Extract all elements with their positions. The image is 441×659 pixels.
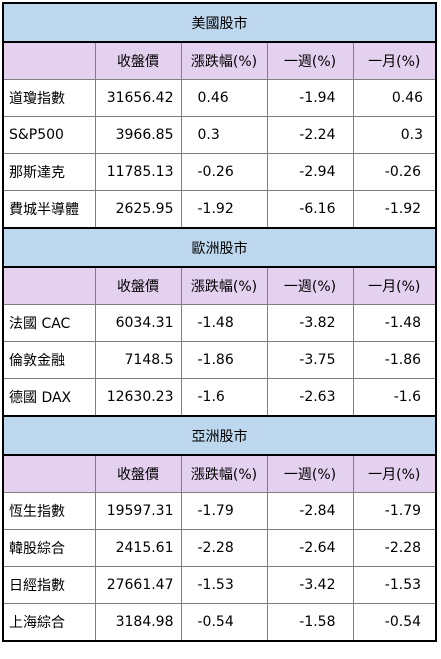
index-name: 那斯達克 xyxy=(2,153,96,191)
header-month: 一月(%) xyxy=(352,266,437,305)
header-week: 一週(%) xyxy=(266,41,354,80)
change-value: 0.46 xyxy=(180,79,268,117)
change-value: -1.86 xyxy=(180,341,268,379)
header-close: 收盤價 xyxy=(94,454,182,493)
header-change: 漲跌幅(%) xyxy=(180,454,268,493)
change-value: -0.54 xyxy=(180,603,268,642)
table-row: 上海綜合 3184.98 -0.54 -1.58 -0.54 xyxy=(2,603,437,642)
month-value: -1.48 xyxy=(352,304,437,342)
change-value: -1.6 xyxy=(180,378,268,417)
close-value: 3966.85 xyxy=(94,116,182,154)
close-value: 2415.61 xyxy=(94,529,182,567)
column-header-row: 收盤價 漲跌幅(%) 一週(%) 一月(%) xyxy=(2,266,437,305)
week-value: -2.24 xyxy=(266,116,354,154)
section-header-europe: 歐洲股市 xyxy=(1,227,438,268)
close-value: 12630.23 xyxy=(94,378,182,417)
market-table: 美國股市 收盤價 漲跌幅(%) 一週(%) 一月(%) 道瓊指數 31656.4… xyxy=(1,2,438,642)
index-name: 費城半導體 xyxy=(2,190,96,229)
close-value: 3184.98 xyxy=(94,603,182,642)
table-row: 恆生指數 19597.31 -1.79 -2.84 -1.79 xyxy=(2,492,437,530)
table-row: 日經指數 27661.47 -1.53 -3.42 -1.53 xyxy=(2,566,437,604)
month-value: 0.3 xyxy=(352,116,437,154)
change-value: -2.28 xyxy=(180,529,268,567)
month-value: -1.79 xyxy=(352,492,437,530)
month-value: -1.86 xyxy=(352,341,437,379)
month-value: -1.6 xyxy=(352,378,437,417)
close-value: 6034.31 xyxy=(94,304,182,342)
month-value: -1.92 xyxy=(352,190,437,229)
change-value: -1.53 xyxy=(180,566,268,604)
week-value: -2.94 xyxy=(266,153,354,191)
header-close: 收盤價 xyxy=(94,266,182,305)
index-name: 上海綜合 xyxy=(2,603,96,642)
close-value: 19597.31 xyxy=(94,492,182,530)
section-title: 亞洲股市 xyxy=(1,415,438,456)
change-value: 0.3 xyxy=(180,116,268,154)
index-name: S&P500 xyxy=(2,116,96,154)
header-blank xyxy=(2,454,96,493)
index-name: 韓股綜合 xyxy=(2,529,96,567)
header-week: 一週(%) xyxy=(266,266,354,305)
section-title: 歐洲股市 xyxy=(1,227,438,268)
month-value: -0.54 xyxy=(352,603,437,642)
index-name: 法國 CAC xyxy=(2,304,96,342)
month-value: -0.26 xyxy=(352,153,437,191)
header-week: 一週(%) xyxy=(266,454,354,493)
month-value: -1.53 xyxy=(352,566,437,604)
index-name: 日經指數 xyxy=(2,566,96,604)
table-row: 那斯達克 11785.13 -0.26 -2.94 -0.26 xyxy=(2,153,437,191)
table-row: 法國 CAC 6034.31 -1.48 -3.82 -1.48 xyxy=(2,304,437,342)
section-header-asia: 亞洲股市 xyxy=(1,415,438,456)
column-header-row: 收盤價 漲跌幅(%) 一週(%) 一月(%) xyxy=(2,454,437,493)
change-value: -1.92 xyxy=(180,190,268,229)
index-name: 德國 DAX xyxy=(2,378,96,417)
header-change: 漲跌幅(%) xyxy=(180,266,268,305)
index-name: 恆生指數 xyxy=(2,492,96,530)
month-value: -2.28 xyxy=(352,529,437,567)
table-row: 韓股綜合 2415.61 -2.28 -2.64 -2.28 xyxy=(2,529,437,567)
month-value: 0.46 xyxy=(352,79,437,117)
close-value: 2625.95 xyxy=(94,190,182,229)
week-value: -6.16 xyxy=(266,190,354,229)
change-value: -1.48 xyxy=(180,304,268,342)
table-row: 倫敦金融 7148.5 -1.86 -3.75 -1.86 xyxy=(2,341,437,379)
table-row: 德國 DAX 12630.23 -1.6 -2.63 -1.6 xyxy=(2,378,437,417)
header-month: 一月(%) xyxy=(352,41,437,80)
week-value: -3.82 xyxy=(266,304,354,342)
week-value: -1.58 xyxy=(266,603,354,642)
change-value: -1.79 xyxy=(180,492,268,530)
week-value: -1.94 xyxy=(266,79,354,117)
header-blank xyxy=(2,266,96,305)
market-table-container: 美國股市 收盤價 漲跌幅(%) 一週(%) 一月(%) 道瓊指數 31656.4… xyxy=(1,2,439,642)
header-close: 收盤價 xyxy=(94,41,182,80)
column-header-row: 收盤價 漲跌幅(%) 一週(%) 一月(%) xyxy=(2,41,437,80)
index-name: 道瓊指數 xyxy=(2,79,96,117)
header-blank xyxy=(2,41,96,80)
section-header-us: 美國股市 xyxy=(1,2,438,43)
close-value: 31656.42 xyxy=(94,79,182,117)
close-value: 7148.5 xyxy=(94,341,182,379)
table-row: 費城半導體 2625.95 -1.92 -6.16 -1.92 xyxy=(2,190,437,229)
close-value: 11785.13 xyxy=(94,153,182,191)
header-month: 一月(%) xyxy=(352,454,437,493)
close-value: 27661.47 xyxy=(94,566,182,604)
change-value: -0.26 xyxy=(180,153,268,191)
index-name: 倫敦金融 xyxy=(2,341,96,379)
table-row: S&P500 3966.85 0.3 -2.24 0.3 xyxy=(2,116,437,154)
header-change: 漲跌幅(%) xyxy=(180,41,268,80)
week-value: -2.63 xyxy=(266,378,354,417)
week-value: -2.64 xyxy=(266,529,354,567)
week-value: -3.75 xyxy=(266,341,354,379)
week-value: -2.84 xyxy=(266,492,354,530)
section-title: 美國股市 xyxy=(1,2,438,43)
table-row: 道瓊指數 31656.42 0.46 -1.94 0.46 xyxy=(2,79,437,117)
week-value: -3.42 xyxy=(266,566,354,604)
